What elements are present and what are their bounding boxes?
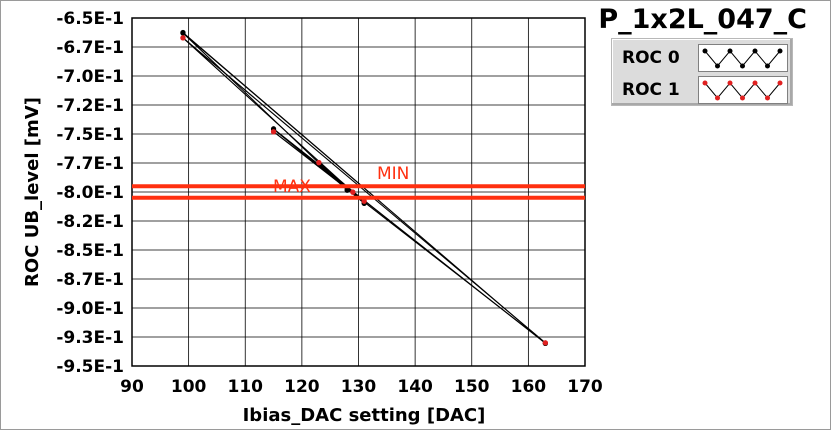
legend-item-roc-1: ROC 1 bbox=[612, 74, 792, 104]
data-point-roc-1 bbox=[180, 35, 186, 41]
data-point-roc-1 bbox=[350, 189, 356, 195]
legend-marker-roc-0 bbox=[715, 63, 720, 69]
chart-title: P_1x2L_047_C bbox=[598, 4, 807, 35]
data-point-roc-1 bbox=[316, 160, 322, 166]
x-tick-label: 110 bbox=[228, 377, 264, 397]
grid-layer bbox=[131, 17, 586, 367]
data-point-roc-1 bbox=[361, 198, 367, 204]
y-tick-label: -8.7E-1 bbox=[56, 270, 124, 290]
y-tick-label: -6.7E-1 bbox=[56, 38, 124, 58]
y-axis-label: ROC UB_level [mV] bbox=[22, 97, 43, 287]
y-tick-label: -9.0E-1 bbox=[56, 299, 124, 319]
legend-item-roc-0: ROC 0 bbox=[612, 42, 792, 72]
series-layer bbox=[180, 29, 548, 346]
legend-marker-roc-0 bbox=[765, 63, 770, 69]
legend-marker-roc-0 bbox=[777, 48, 783, 54]
y-tick-label: -7.7E-1 bbox=[56, 154, 124, 174]
y-tick-label: -7.0E-1 bbox=[56, 67, 124, 87]
legend-marker-roc-1 bbox=[752, 80, 758, 86]
legend-label-roc-0: ROC 0 bbox=[622, 48, 680, 68]
x-tick-label: 140 bbox=[397, 377, 433, 397]
x-tick-label: 150 bbox=[454, 377, 490, 397]
x-axis-label: Ibias_DAC setting [DAC] bbox=[243, 405, 486, 426]
legend-marker-roc-1 bbox=[777, 80, 783, 86]
y-tick-label: -6.5E-1 bbox=[56, 9, 124, 29]
legend-label-roc-1: ROC 1 bbox=[622, 80, 680, 100]
y-tick-label: -8.5E-1 bbox=[56, 241, 124, 261]
reference-label-max: MAX bbox=[273, 177, 311, 197]
x-tick-label: 100 bbox=[171, 377, 207, 397]
axis-layer: 90 100 110 120 130 140 150 160 170 -6.5E-1 -6.7E-1… bbox=[56, 9, 603, 397]
y-tick-label: -9.3E-1 bbox=[56, 328, 124, 348]
data-point-roc-0 bbox=[180, 30, 186, 36]
data-point-roc-1 bbox=[542, 340, 548, 346]
legend: ROC 0 ROC 1 bbox=[611, 38, 793, 106]
legend-marker-roc-0 bbox=[727, 48, 733, 54]
legend-marker-roc-1 bbox=[702, 80, 708, 86]
reference-label-min: MIN bbox=[377, 164, 409, 184]
y-tick-label: -7.5E-1 bbox=[56, 125, 124, 145]
data-point-roc-0 bbox=[344, 187, 350, 193]
legend-marker-roc-1 bbox=[715, 95, 720, 101]
legend-marker-roc-1 bbox=[740, 95, 745, 101]
legend-marker-roc-1 bbox=[765, 95, 770, 101]
legend-swatch-roc-1 bbox=[698, 76, 788, 104]
x-tick-label: 170 bbox=[567, 377, 603, 397]
y-tick-label: -7.2E-1 bbox=[56, 96, 124, 116]
data-point-roc-1 bbox=[270, 129, 277, 135]
legend-marker-roc-0 bbox=[740, 63, 745, 69]
reference-lines: MIN MAX bbox=[132, 164, 585, 200]
legend-marker-roc-1 bbox=[727, 80, 733, 86]
legend-marker-roc-0 bbox=[702, 48, 708, 54]
y-tick-label: -8.2E-1 bbox=[56, 212, 124, 232]
legend-marker-roc-0 bbox=[752, 48, 758, 54]
x-tick-label: 120 bbox=[284, 377, 320, 397]
legend-swatch-roc-0 bbox=[698, 44, 788, 72]
y-tick-label: -9.5E-1 bbox=[56, 357, 124, 377]
y-tick-label: -8.0E-1 bbox=[56, 183, 124, 203]
x-tick-label: 130 bbox=[341, 377, 377, 397]
x-tick-label: 90 bbox=[120, 377, 144, 397]
x-tick-label: 160 bbox=[511, 377, 547, 397]
